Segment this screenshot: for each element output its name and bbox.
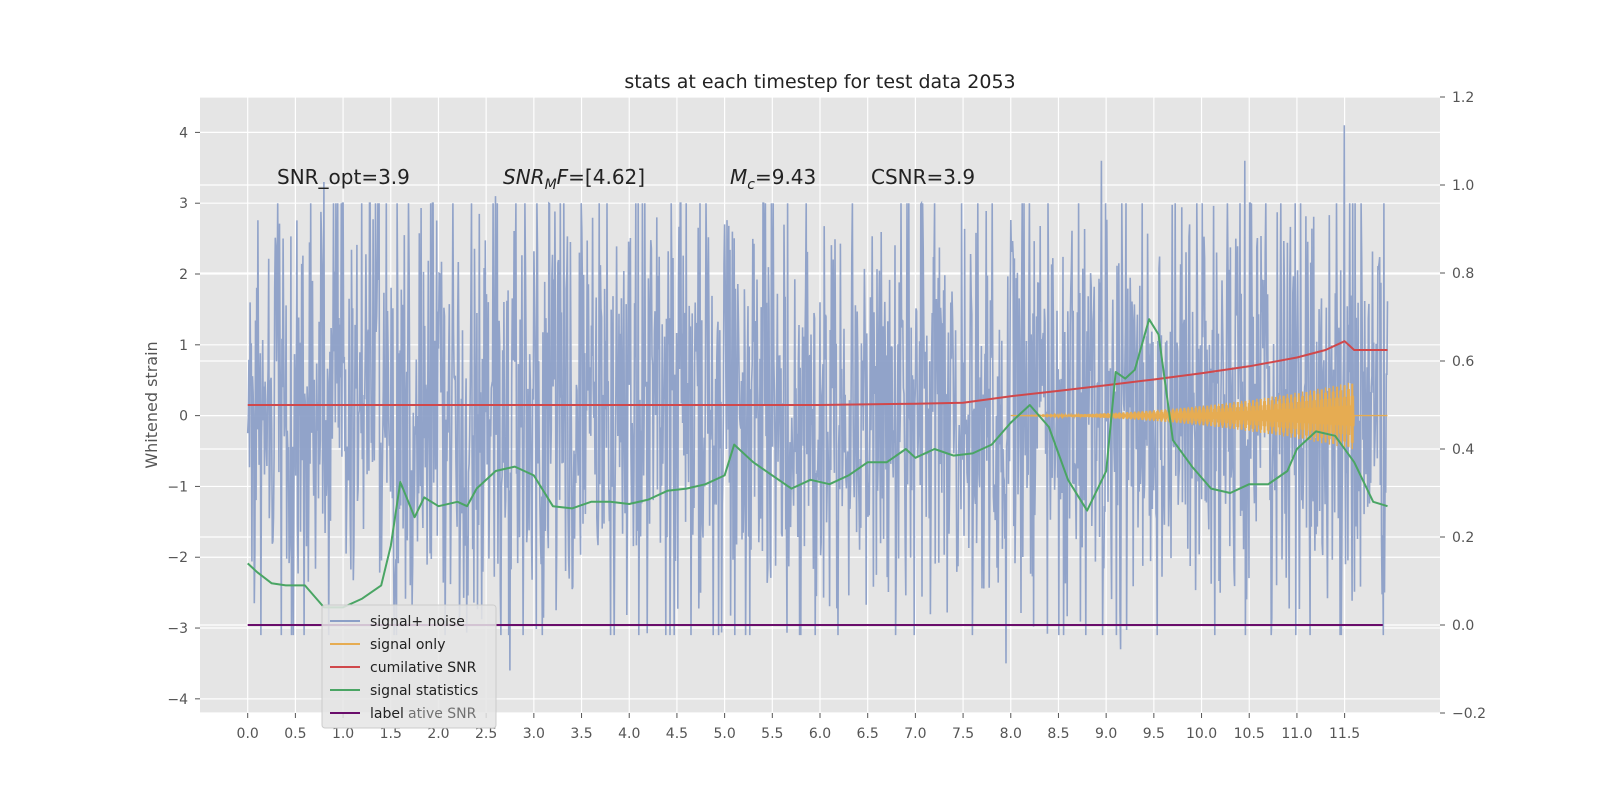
legend-box	[321, 604, 497, 729]
y-tick-label: −4	[167, 692, 188, 708]
y2-tick-label: 1.2	[1452, 90, 1474, 106]
legend-entry: label	[370, 706, 404, 722]
x-tick-label: 9.5	[1143, 726, 1165, 742]
chart-title: stats at each timestep for test data 205…	[624, 71, 1015, 93]
x-tick-label: 8.5	[1047, 726, 1069, 742]
x-tick-label: 9.0	[1095, 726, 1117, 742]
y2-tick-label: 0.2	[1452, 530, 1474, 546]
x-tick-label: 2.5	[475, 726, 497, 742]
annotation-csnr: CSNR=3.9	[871, 165, 975, 189]
annotation-rest-upright: =[4.62]	[568, 165, 645, 189]
y-tick-label: 0	[179, 409, 188, 425]
x-tick-label: 10.0	[1186, 726, 1217, 742]
y-tick-label: 3	[179, 196, 188, 212]
annotation-snr-mf: SNRMF=[4.62]	[503, 165, 645, 193]
y2-tick-label: −0.2	[1452, 706, 1486, 722]
annotation-subscript: M	[545, 177, 557, 193]
legend-entry: cumilative SNR	[370, 660, 477, 676]
series-signal-statistics	[247, 318, 1388, 609]
series-signal-noise	[246, 125, 1389, 671]
y2-tick-label: 0.4	[1452, 442, 1474, 458]
x-tick-label: 1.5	[380, 726, 402, 742]
y-axis-right: 1.2 1.0 0.8 0.6 0.4 0.2 0.0 −0.2	[1440, 90, 1486, 722]
series-cumilative-snr	[247, 340, 1388, 406]
annotation-base: SNR	[503, 165, 545, 189]
annotation-subscript: c	[747, 177, 755, 193]
x-tick-label: 11.0	[1281, 726, 1312, 742]
y-tick-label: −1	[167, 479, 188, 495]
y-tick-label: 4	[179, 125, 188, 141]
x-tick-label: 3.0	[523, 726, 545, 742]
x-tick-label: 11.5	[1329, 726, 1360, 742]
x-tick-label: 6.5	[857, 726, 879, 742]
annotation-rest: =9.43	[755, 165, 816, 189]
x-tick-label: 1.0	[332, 726, 354, 742]
annotations: SNR_opt=3.9 SNRMF=[4.62] Mc=9.43 CSNR=3.9	[277, 165, 975, 193]
y2-tick-label: 0.8	[1452, 266, 1474, 282]
x-tick-label: 10.5	[1234, 726, 1265, 742]
y2-tick-label: 1.0	[1452, 178, 1474, 194]
y-axis-left: 4 3 2 1 0 −1 −2 −3 −4	[167, 125, 200, 708]
annotation-snr-opt: SNR_opt=3.9	[277, 165, 410, 189]
x-tick-label: 6.0	[809, 726, 831, 742]
y2-tick-label: 0.6	[1452, 354, 1474, 370]
x-tick-label: 2.0	[427, 726, 449, 742]
legend-entry: signal+ noise	[370, 614, 465, 630]
x-tick-label: 7.0	[904, 726, 926, 742]
x-tick-label: 0.0	[237, 726, 259, 742]
x-tick-label: 3.5	[570, 726, 592, 742]
legend-entry: signal statistics	[370, 683, 478, 699]
y-axis-title: Whitened strain	[142, 341, 161, 468]
y-tick-label: 1	[179, 338, 188, 354]
x-tick-label: 4.5	[666, 726, 688, 742]
annotation-base: M	[730, 165, 747, 189]
legend: signal+ noise signal only cumilative SNR si…	[321, 604, 497, 729]
y-tick-label: −3	[167, 621, 188, 637]
x-tick-label: 5.0	[713, 726, 735, 742]
x-tick-label: 4.0	[618, 726, 640, 742]
legend-entry: signal only	[370, 637, 445, 653]
y-tick-label: 2	[179, 267, 188, 283]
x-tick-label: 0.5	[284, 726, 306, 742]
series-signal-only	[1010, 382, 1388, 450]
annotation-chirp-mass: Mc=9.43	[730, 165, 816, 193]
x-tick-label: 5.5	[761, 726, 783, 742]
annotation-rest: F=[4.62]	[557, 165, 645, 189]
y2-tick-label: 0.0	[1452, 618, 1474, 634]
y-tick-label: −2	[167, 550, 188, 566]
annotation-rest-italic: F	[557, 165, 569, 189]
x-axis: 0.0 0.5 1.0 1.5 2.0 2.5 3.0 3.5 4.0 4.5 5.0 5.5 6.0 6…	[237, 713, 1360, 742]
x-tick-label: 8.0	[1000, 726, 1022, 742]
x-tick-label: 7.5	[952, 726, 974, 742]
